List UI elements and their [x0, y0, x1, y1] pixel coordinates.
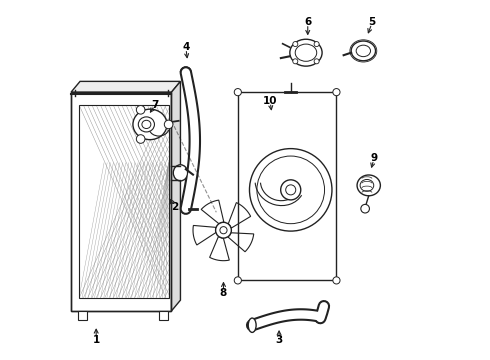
- Text: 10: 10: [263, 96, 277, 106]
- Circle shape: [220, 226, 227, 234]
- Text: 3: 3: [275, 334, 283, 345]
- Circle shape: [333, 89, 340, 96]
- Ellipse shape: [295, 44, 317, 61]
- Polygon shape: [71, 92, 79, 311]
- Text: 5: 5: [368, 17, 376, 27]
- Circle shape: [281, 180, 301, 200]
- Text: 6: 6: [304, 17, 311, 27]
- Ellipse shape: [133, 109, 167, 140]
- Ellipse shape: [290, 39, 322, 66]
- Circle shape: [361, 204, 369, 213]
- Circle shape: [314, 59, 319, 64]
- Text: 2: 2: [172, 202, 179, 212]
- Circle shape: [314, 41, 319, 46]
- Circle shape: [286, 185, 296, 195]
- Circle shape: [164, 120, 173, 129]
- Circle shape: [136, 105, 145, 114]
- Polygon shape: [71, 81, 180, 92]
- Ellipse shape: [351, 41, 375, 61]
- Ellipse shape: [173, 165, 188, 181]
- Circle shape: [234, 89, 242, 96]
- Ellipse shape: [356, 45, 370, 57]
- Polygon shape: [79, 298, 169, 311]
- Ellipse shape: [142, 120, 151, 129]
- Ellipse shape: [138, 117, 154, 132]
- Ellipse shape: [357, 175, 380, 196]
- Text: 9: 9: [370, 153, 378, 163]
- Bar: [159, 311, 168, 320]
- Bar: [78, 311, 87, 320]
- Circle shape: [293, 59, 298, 64]
- Circle shape: [293, 41, 298, 46]
- Circle shape: [216, 222, 231, 238]
- Ellipse shape: [360, 180, 374, 191]
- Bar: [79, 105, 169, 298]
- Text: 8: 8: [220, 288, 227, 298]
- Text: 1: 1: [93, 334, 100, 345]
- Text: 4: 4: [182, 42, 190, 52]
- Ellipse shape: [248, 318, 256, 332]
- Polygon shape: [169, 92, 171, 311]
- Text: 7: 7: [152, 100, 159, 110]
- Polygon shape: [172, 81, 180, 311]
- Polygon shape: [79, 92, 169, 105]
- Circle shape: [136, 135, 145, 143]
- Circle shape: [234, 277, 242, 284]
- Bar: [238, 92, 337, 280]
- Circle shape: [333, 277, 340, 284]
